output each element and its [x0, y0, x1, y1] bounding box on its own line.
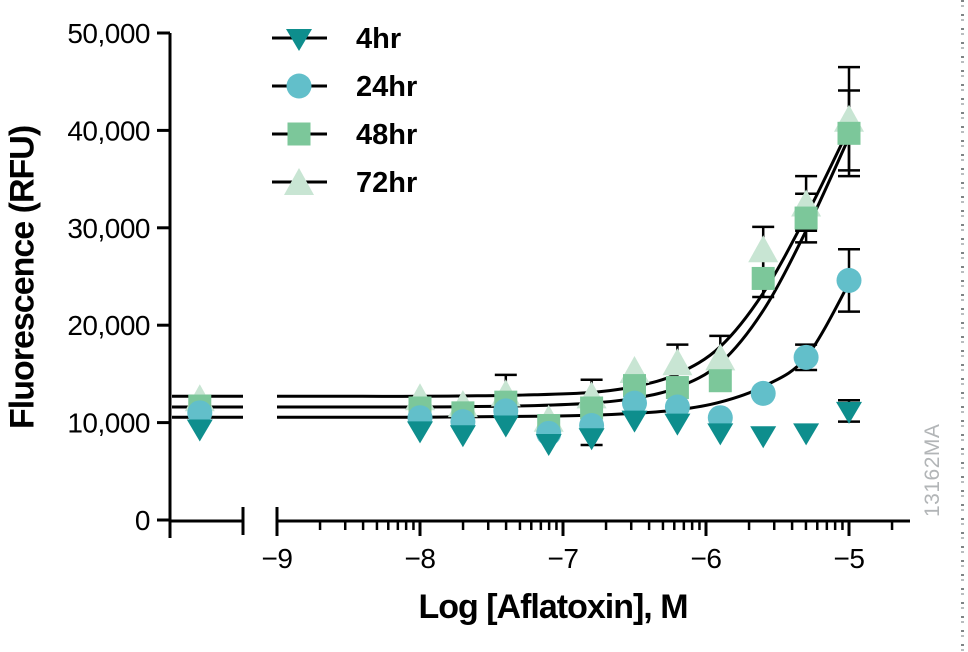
y-tick-label: 20,000 [67, 310, 150, 341]
x-tick-label: −7 [548, 543, 579, 574]
data-point-marker [407, 421, 433, 444]
data-point-marker [837, 121, 861, 145]
data-point-marker [664, 394, 690, 420]
legend-label: 48hr [356, 119, 417, 151]
legend: 4hr 24hr 48hr 72hr [272, 23, 417, 199]
legend-label: 24hr [356, 71, 417, 103]
legend-item-48hr: 48hr [272, 119, 417, 151]
data-point-marker [449, 425, 476, 448]
fit-curve-24hr [276, 282, 851, 419]
data-point-marker [665, 376, 689, 400]
data-point-marker [793, 344, 819, 370]
x-tick-label: −6 [691, 543, 722, 574]
x-tick-label: −5 [834, 543, 865, 574]
data-point-marker [707, 423, 734, 446]
data-point-marker [623, 374, 646, 398]
data-point-marker [750, 426, 777, 449]
data-point-marker [664, 413, 691, 436]
data-point-marker [836, 267, 862, 293]
data-point-marker [748, 235, 779, 263]
y-tick-label: 50,000 [67, 18, 150, 49]
data-point-marker [286, 29, 312, 51]
data-point-marker [622, 390, 647, 416]
data-point-marker [705, 343, 736, 371]
data-point-marker [492, 415, 519, 438]
data-point-marker [621, 410, 648, 433]
legend-label: 4hr [356, 23, 401, 55]
y-tick-label: 10,000 [67, 408, 150, 439]
y-axis-title: Fluorescence (RFU) [3, 125, 42, 429]
data-point-marker [662, 348, 693, 376]
x-tick-label: −8 [405, 543, 436, 574]
axes [168, 33, 910, 538]
data-point-marker [794, 206, 818, 230]
x-tick-label: −9 [262, 543, 293, 574]
data-point-marker [287, 122, 311, 146]
legend-item-24hr: 24hr [272, 71, 417, 103]
data-point-marker [535, 434, 562, 457]
data-point-marker [286, 73, 312, 99]
fit-curve-72hr [276, 127, 851, 398]
right-dotted-border [961, 0, 964, 652]
data-point-marker [187, 400, 213, 426]
data-point-marker [284, 168, 314, 195]
y-tick-label: 30,000 [67, 213, 150, 244]
data-point-marker [580, 396, 604, 420]
series-4hr [186, 401, 862, 457]
y-tick-label: 40,000 [67, 115, 150, 146]
y-axis-ticks: 0 10,000 20,000 30,000 40,000 50,000 [67, 18, 170, 536]
data-point-marker [750, 380, 776, 406]
legend-item-72hr: 72hr [272, 167, 417, 199]
y-tick-label: 0 [135, 505, 150, 536]
legend-item-4hr: 4hr [272, 23, 401, 55]
legend-label: 72hr [356, 167, 417, 199]
watermark-code: 13162MA [921, 423, 944, 517]
data-point-marker [751, 266, 775, 290]
data-point-marker [793, 423, 820, 446]
data-point-marker [836, 401, 862, 424]
x-axis-minor-ticks [318, 521, 894, 530]
data-point-marker [708, 369, 732, 393]
x-axis-ticks: −9 −8 −7 −6 −5 [262, 521, 865, 574]
series-24hr [187, 267, 862, 446]
x-axis-title: Log [Aflatoxin], M [418, 588, 688, 626]
data-point-marker [578, 428, 605, 451]
data-point-marker [186, 419, 213, 442]
